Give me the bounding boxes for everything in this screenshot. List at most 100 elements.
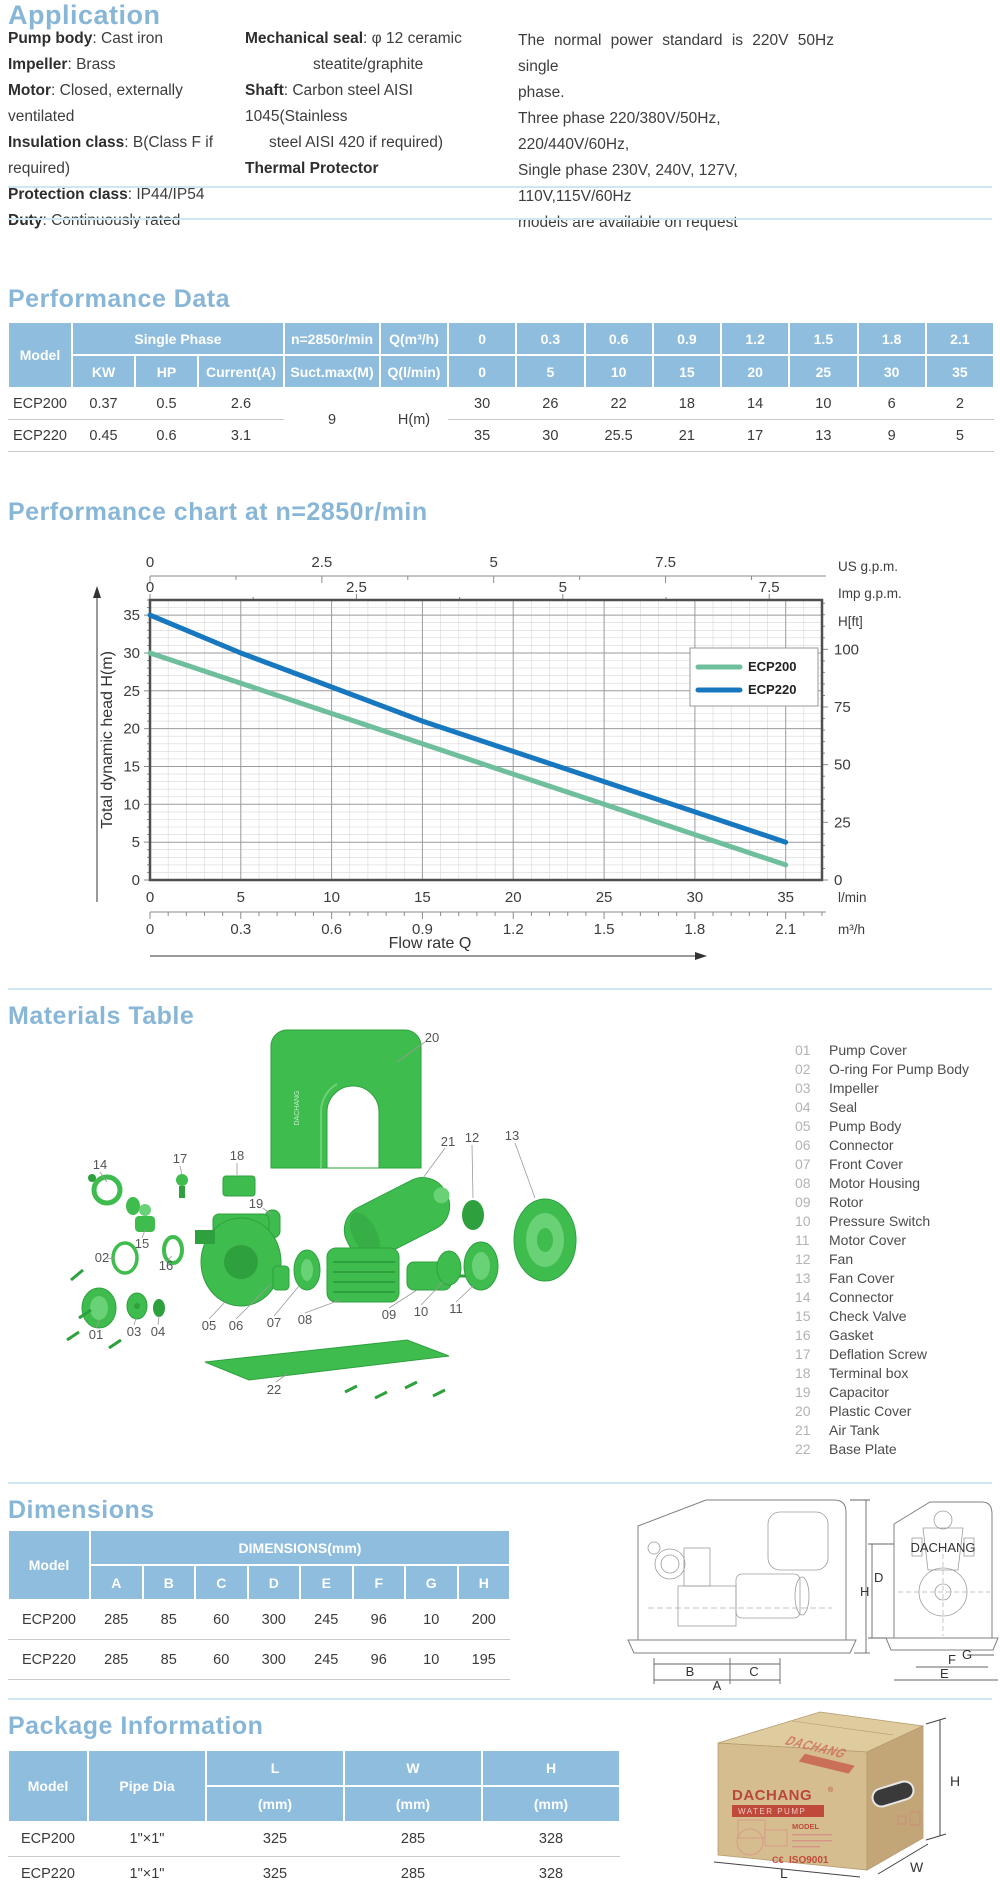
part-name: Connector [829,1288,894,1305]
part-list-item: 03 Impeller [795,1078,1000,1097]
dim-label-d: D [874,1570,883,1585]
spec-label: Insulation class [8,134,125,151]
leader-lines [95,1041,536,1383]
part-name: Impeller [829,1079,879,1096]
svg-text:ECP220: ECP220 [748,682,796,697]
part-number: 04 [795,1098,811,1115]
model-cell: ECP220 [8,1640,90,1680]
fan-part [462,1200,484,1230]
power-note-line: models are available on request [518,214,738,231]
diagram-label-07: 07 [267,1315,281,1330]
part-name: Capacitor [829,1383,889,1400]
model-cell: ECP200 [8,388,72,420]
svg-text:25: 25 [596,889,613,906]
application-col2: Mechanical seal: φ 12 ceramic steatite/g… [245,26,490,182]
model-cell: ECP200 [8,1822,88,1857]
svg-text:75: 75 [834,699,851,716]
q-m3h-value: 0.9 [652,322,721,355]
part-list-item: 07 Front Cover [795,1154,1000,1173]
svg-text:0: 0 [834,872,842,889]
section-divider [8,186,992,188]
svg-text:Flow rate Q: Flow rate Q [389,935,472,952]
part-number: 02 [795,1060,811,1077]
part-number: 05 [795,1117,811,1134]
spec-value: : Carbon steel AISI 1045(Stainless [245,82,413,125]
col-suct-max: Suct.max(M) [284,355,380,388]
box-brand-text: DACHANG [732,1787,812,1804]
box-dim-w: W [910,1859,924,1875]
spec-value: : Brass [67,56,116,73]
part-list-item: 04 Seal [795,1097,1000,1116]
package-data-row: ECP200 1"×1" 325 285 328 [8,1822,620,1857]
current-cell: 3.1 [198,420,284,452]
model-cell: ECP220 [8,420,72,452]
h-value-cell: 30 [448,388,517,420]
q-m3h-value: 1.5 [789,322,858,355]
col-hp: HP [135,355,198,388]
svg-text:1.2: 1.2 [503,921,524,938]
q-lmin-value: 15 [652,355,721,388]
col-single-phase: Single Phase [72,322,284,355]
dimensions-title: Dimensions [8,1496,155,1524]
h-label-cell: H(m) [380,388,448,452]
dimension-letter: B [142,1565,195,1600]
diagram-label-17: 17 [173,1151,187,1166]
dimensions-data-row: ECP220 285 85 60 300 245 96 10 195 [8,1640,510,1680]
dimension-letter: A [90,1565,143,1600]
part-name: Connector [829,1136,894,1153]
dimension-value-cell: 200 [457,1600,510,1640]
connector-part-06 [272,1265,290,1291]
part-list-item: 12 Fan [795,1249,1000,1268]
svg-text:7.5: 7.5 [655,554,676,571]
screws [66,1268,446,1400]
svg-text:0.6: 0.6 [321,921,342,938]
check-valve-part [135,1204,155,1232]
model-cell: ECP200 [8,1600,90,1640]
part-name: Terminal box [829,1364,909,1381]
col-dimensions-group: DIMENSIONS(mm) [90,1530,510,1565]
unit-mm: (mm) [344,1786,482,1822]
col-q-m3h: Q(m³/h) [380,322,448,355]
terminal-box-part [222,1175,256,1197]
dimension-value-cell: 285 [90,1600,143,1640]
current-cell: 2.6 [198,388,284,420]
diagram-label-16: 16 [159,1258,173,1273]
diagram-label-19: 19 [249,1196,263,1211]
h-cell: 328 [482,1857,620,1880]
dimension-letter: C [195,1565,248,1600]
part-name: Air Tank [829,1421,880,1438]
model-cell: ECP220 [8,1857,88,1880]
power-note-line: Three phase 220/380V/50Hz, 220/440V/60Hz… [518,110,721,153]
part-name: Deflation Screw [829,1345,928,1362]
h-value-cell: 14 [721,388,790,420]
part-number: 10 [795,1212,811,1229]
diagram-label-04: 04 [151,1324,165,1339]
spec-value: : Closed, externally ventilated [8,82,183,125]
svg-text:50: 50 [834,757,851,774]
deflation-screw-part [176,1174,188,1198]
part-list-item: 16 Gasket [795,1325,1000,1344]
hp-cell: 0.6 [135,420,198,452]
part-list-item: 08 Motor Housing [795,1173,1000,1192]
part-list-item: 21 Air Tank [795,1420,1000,1439]
o-ring-part [111,1241,139,1275]
svg-text:10: 10 [123,796,140,813]
box-brand-reg: ® [828,1786,834,1794]
svg-text:5: 5 [237,889,245,906]
dim-label-g: G [962,1647,972,1662]
col-pipe-dia: Pipe Dia [88,1750,206,1822]
air-tank-part [343,1177,451,1259]
box-dim-lines [713,1717,947,1878]
performance-title: Performance Data [8,285,230,313]
spec-continuation: steel AISI 420 if required) [269,134,444,151]
q-lmin-value: 30 [857,355,926,388]
dimension-value-cell: 245 [300,1600,353,1640]
q-lmin-value: 20 [721,355,790,388]
h-value-cell: 26 [516,388,585,420]
diagram-label-03: 03 [127,1324,141,1339]
spec-label: Pump body [8,30,93,47]
part-name: Pump Body [829,1117,902,1134]
box-band-text: WATER PUMP [738,1807,806,1816]
pipe-cell: 1"×1" [88,1822,206,1857]
